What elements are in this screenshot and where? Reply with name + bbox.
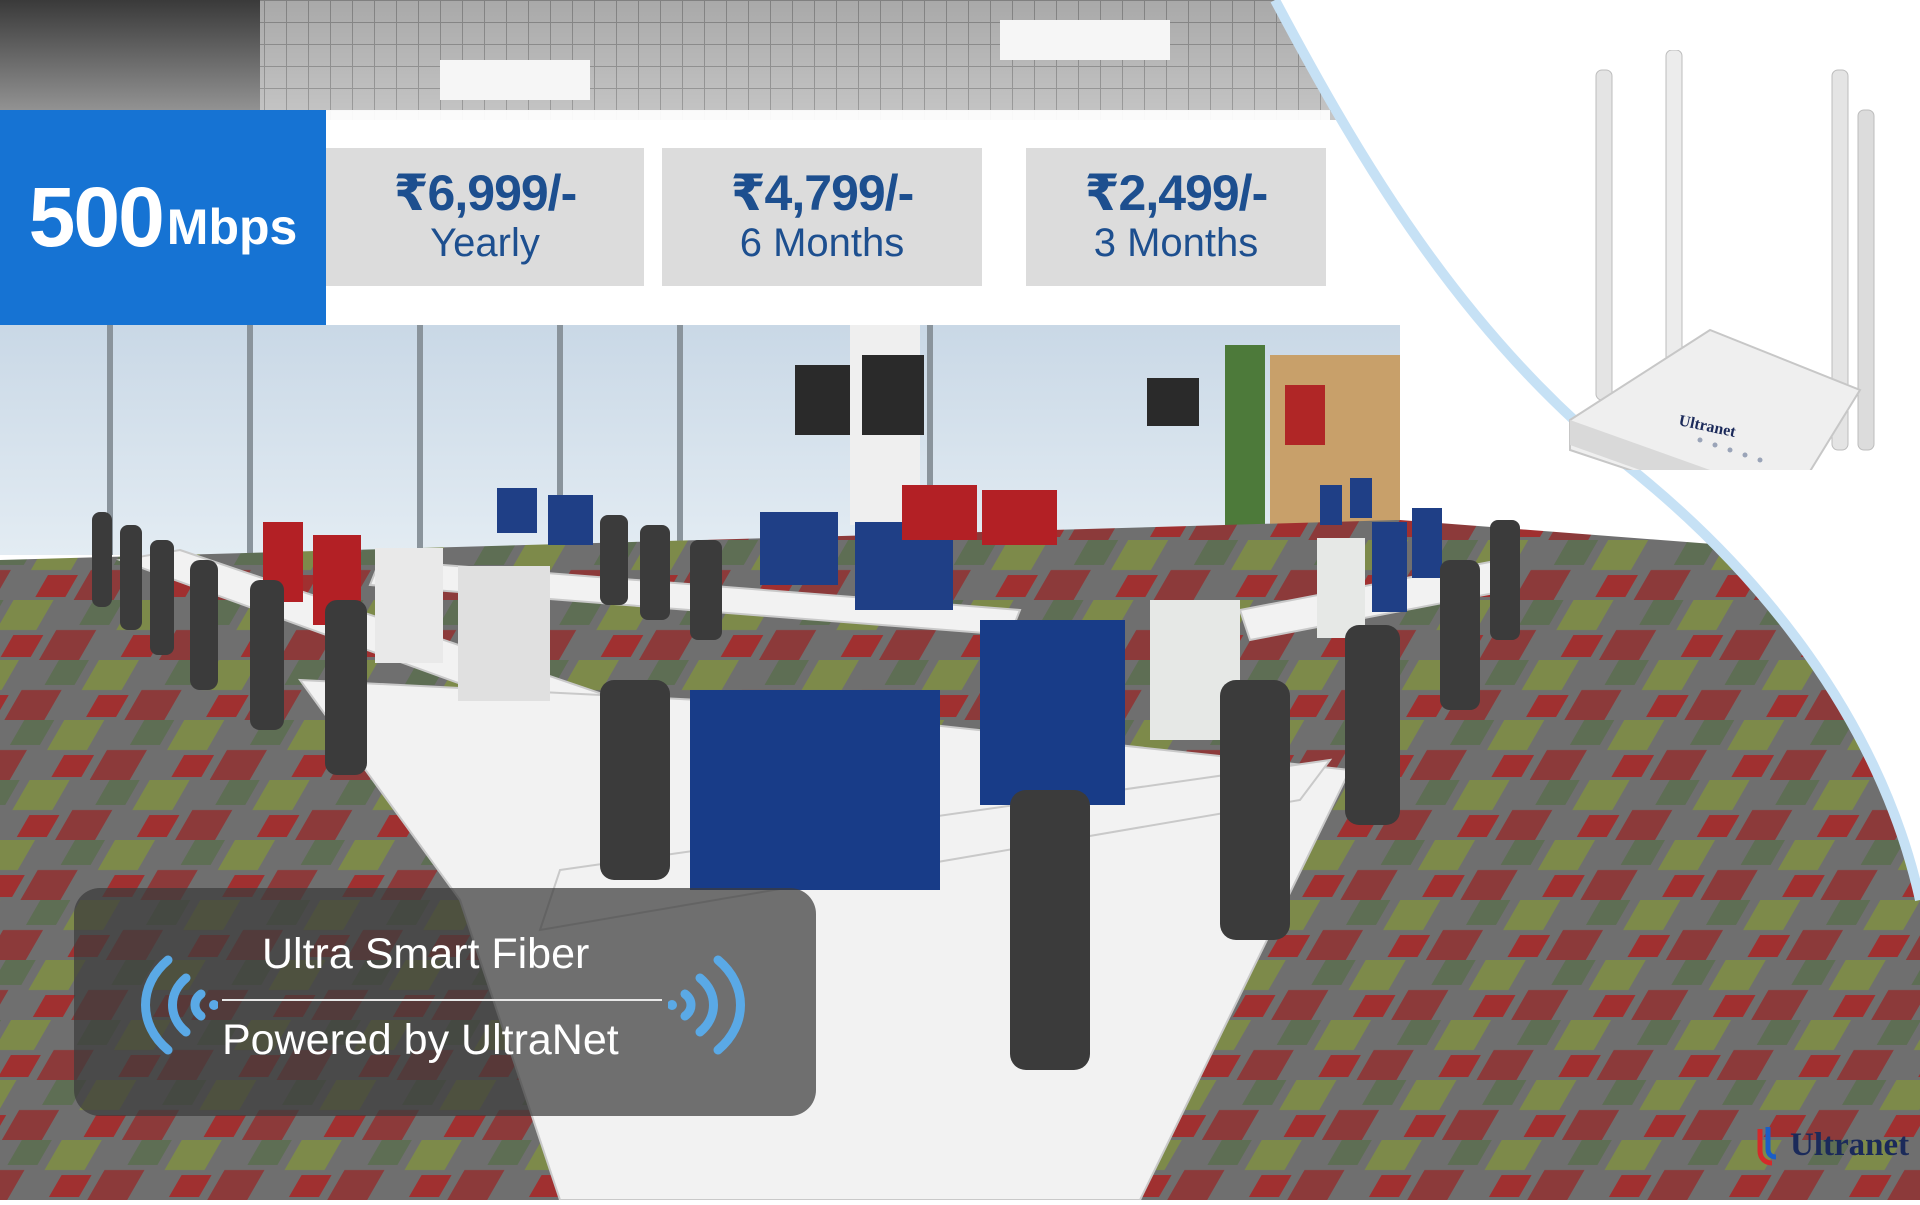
plan-card-3-months: ₹2,499/- 3 Months (1026, 148, 1326, 286)
plan-price: ₹4,799/- (730, 164, 914, 221)
brand-logo: Ultranet (1754, 1123, 1909, 1167)
wifi-waves-right-icon (668, 955, 745, 1055)
speed-unit: Mbps (166, 198, 298, 255)
plan-card-6-months: ₹4,799/- 6 Months (662, 148, 982, 286)
ultranet-logo-icon (1757, 1127, 1777, 1166)
plan-period: 3 Months (1093, 221, 1259, 266)
brand-name: Ultranet (1790, 1126, 1910, 1163)
wifi-waves-left-icon (141, 955, 218, 1055)
plan-period: 6 Months (739, 221, 905, 266)
plan-price: ₹6,999/- (393, 164, 577, 221)
router-image: Ultranet (1540, 49, 1910, 573)
plan-card-yearly: ₹6,999/- Yearly (326, 148, 644, 286)
speed-label: 500 Mbps (0, 110, 326, 325)
badge-subtitle: Powered by UltraNet (222, 1016, 619, 1064)
plan-period: Yearly (430, 221, 540, 266)
badge-title: Ultra Smart Fiber (262, 930, 590, 978)
speed-value: 500 (28, 170, 165, 264)
badge-divider (222, 999, 662, 1001)
plan-price: ₹2,499/- (1084, 164, 1268, 221)
